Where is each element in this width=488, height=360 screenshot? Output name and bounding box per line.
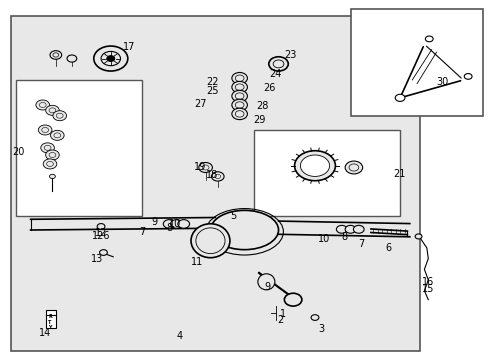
Text: 18: 18 xyxy=(205,170,218,180)
Circle shape xyxy=(43,159,57,169)
Text: 19: 19 xyxy=(193,162,205,172)
Text: 24: 24 xyxy=(268,68,281,78)
Text: 30: 30 xyxy=(436,77,448,87)
Text: 6: 6 xyxy=(385,243,391,253)
Text: 21: 21 xyxy=(392,168,405,179)
Circle shape xyxy=(163,220,175,228)
Circle shape xyxy=(336,225,346,233)
Text: 126: 126 xyxy=(92,231,110,242)
Text: 2: 2 xyxy=(276,315,283,325)
Circle shape xyxy=(38,125,52,135)
Circle shape xyxy=(284,293,301,306)
Text: 12: 12 xyxy=(95,228,107,238)
Circle shape xyxy=(178,220,189,228)
Text: 10: 10 xyxy=(169,219,181,229)
Text: 1: 1 xyxy=(280,309,286,319)
Text: 15: 15 xyxy=(421,284,434,294)
Circle shape xyxy=(463,73,471,79)
Circle shape xyxy=(231,72,247,84)
Circle shape xyxy=(49,174,55,179)
Circle shape xyxy=(50,130,64,140)
Circle shape xyxy=(97,224,105,229)
Text: 9: 9 xyxy=(151,217,157,227)
Ellipse shape xyxy=(210,210,278,249)
Text: 3: 3 xyxy=(318,324,324,334)
Text: 28: 28 xyxy=(255,101,267,111)
Text: 17: 17 xyxy=(123,42,135,52)
Circle shape xyxy=(345,225,355,233)
Text: 8: 8 xyxy=(341,232,347,242)
Circle shape xyxy=(231,99,247,111)
Text: 7: 7 xyxy=(357,239,364,249)
Circle shape xyxy=(231,81,247,93)
Circle shape xyxy=(300,155,329,176)
FancyBboxPatch shape xyxy=(254,130,399,216)
Ellipse shape xyxy=(257,274,274,290)
Circle shape xyxy=(53,111,66,121)
Circle shape xyxy=(425,36,432,42)
Text: 26: 26 xyxy=(263,83,275,93)
Circle shape xyxy=(45,150,59,160)
Circle shape xyxy=(199,162,212,172)
Text: 5: 5 xyxy=(230,211,237,221)
Text: 7: 7 xyxy=(139,227,145,237)
Circle shape xyxy=(50,51,61,59)
Text: 4: 4 xyxy=(176,332,183,342)
Text: R
T
Y: R T Y xyxy=(48,314,52,330)
FancyBboxPatch shape xyxy=(11,16,419,351)
Circle shape xyxy=(94,46,127,71)
Circle shape xyxy=(345,161,362,174)
Circle shape xyxy=(170,220,182,228)
Circle shape xyxy=(211,172,224,181)
Circle shape xyxy=(36,100,49,110)
FancyBboxPatch shape xyxy=(16,80,142,216)
Text: 23: 23 xyxy=(284,50,296,60)
Text: 8: 8 xyxy=(166,223,172,233)
Text: 13: 13 xyxy=(91,253,103,264)
Text: 16: 16 xyxy=(421,277,433,287)
Ellipse shape xyxy=(191,224,229,258)
Text: 9: 9 xyxy=(264,282,270,292)
Circle shape xyxy=(100,249,107,255)
Circle shape xyxy=(41,143,54,153)
Circle shape xyxy=(268,57,287,71)
Bar xyxy=(46,310,56,328)
Circle shape xyxy=(294,151,335,181)
Text: 11: 11 xyxy=(190,257,203,267)
Circle shape xyxy=(353,225,364,233)
Text: 20: 20 xyxy=(12,147,24,157)
FancyBboxPatch shape xyxy=(351,9,482,116)
Circle shape xyxy=(67,55,77,62)
Circle shape xyxy=(310,315,318,320)
Text: 29: 29 xyxy=(252,115,264,125)
Circle shape xyxy=(45,105,59,115)
Circle shape xyxy=(414,234,421,239)
Text: 10: 10 xyxy=(317,234,329,244)
Text: 27: 27 xyxy=(194,99,206,109)
Circle shape xyxy=(107,56,115,62)
Circle shape xyxy=(231,108,247,120)
Text: 14: 14 xyxy=(39,328,51,338)
Circle shape xyxy=(231,90,247,102)
Text: 22: 22 xyxy=(206,77,219,87)
Circle shape xyxy=(394,94,404,102)
Text: 25: 25 xyxy=(206,86,219,96)
